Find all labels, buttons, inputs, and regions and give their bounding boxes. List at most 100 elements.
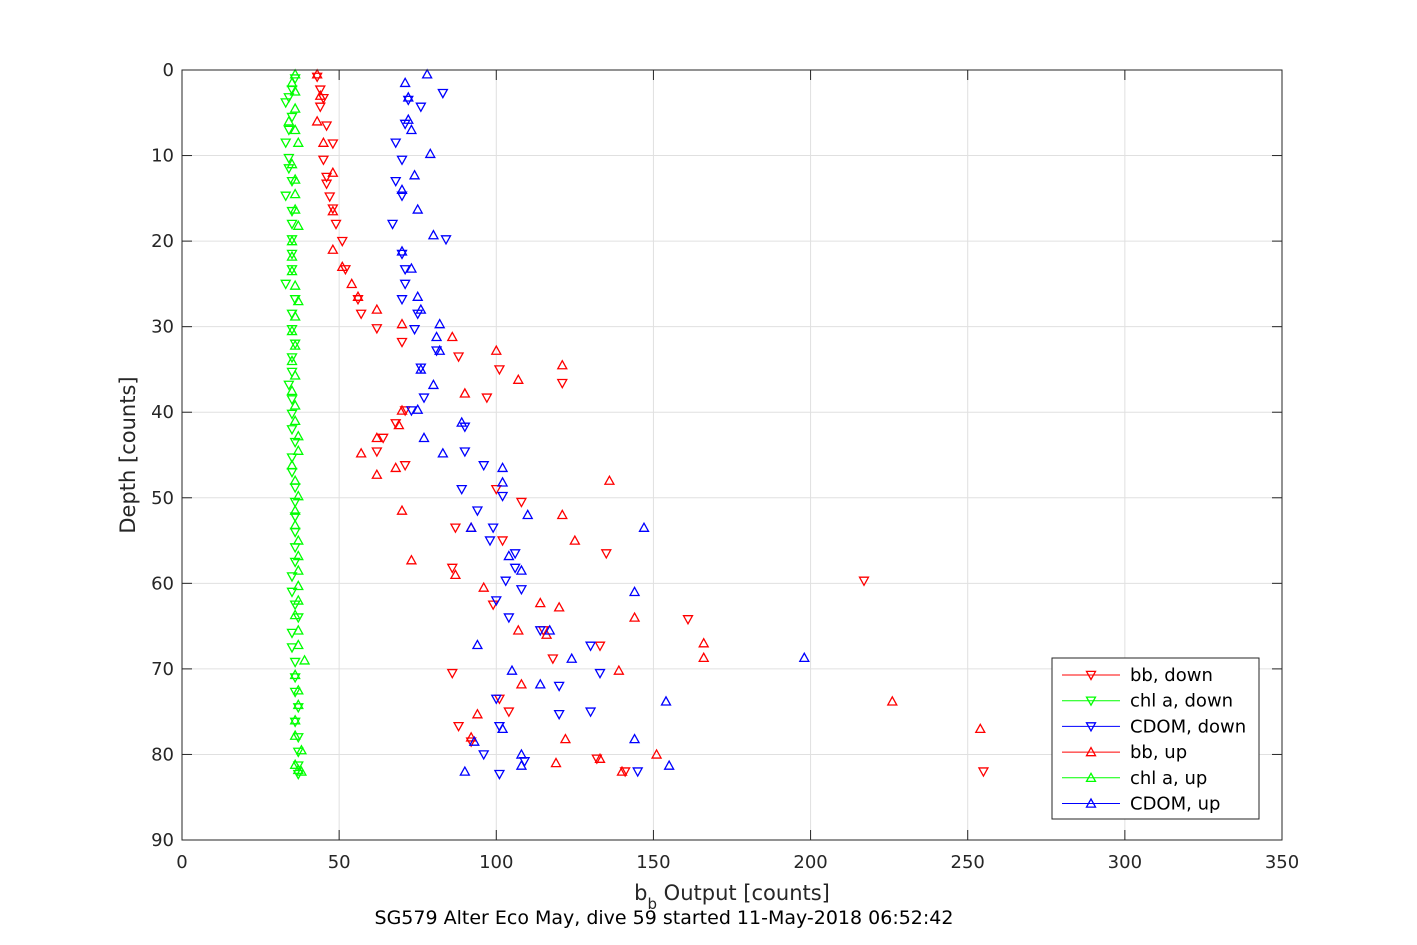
- data-point: [503, 613, 515, 624]
- data-point: [292, 761, 304, 772]
- data-point: [289, 203, 301, 214]
- data-point: [314, 85, 326, 96]
- data-point: [292, 747, 304, 758]
- data-point: [553, 601, 565, 612]
- y-axis-label: Depth [counts]: [116, 376, 140, 533]
- data-point: [289, 414, 301, 426]
- data-point: [465, 731, 477, 742]
- data-point: [396, 245, 408, 256]
- chart-title: SG579 Alter Eco May, dive 59 started 11-…: [375, 907, 954, 929]
- data-point: [515, 564, 528, 575]
- data-point: [663, 759, 675, 770]
- y-tick-label: 40: [151, 402, 174, 423]
- data-point: [286, 265, 298, 276]
- data-point: [280, 191, 292, 202]
- y-tick-label: 10: [151, 146, 174, 167]
- data-point: [327, 166, 339, 177]
- data-point: [286, 355, 298, 366]
- data-point: [496, 491, 509, 502]
- data-point: [698, 637, 710, 648]
- data-point: [283, 115, 295, 126]
- data-point: [412, 203, 424, 214]
- data-point: [798, 651, 810, 663]
- data-point: [289, 85, 301, 96]
- data-point: [484, 536, 496, 547]
- data-point: [534, 597, 546, 608]
- data-point: [553, 709, 565, 721]
- data-point: [289, 504, 301, 515]
- data-point: [591, 754, 603, 765]
- data-point: [566, 652, 578, 663]
- data-point: [421, 68, 433, 79]
- data-point: [371, 324, 383, 335]
- legend-entry: chl a, up: [1062, 768, 1207, 789]
- data-point: [352, 290, 364, 301]
- y-tick-label: 60: [151, 573, 174, 594]
- data-point: [399, 265, 411, 276]
- data-point: [289, 295, 301, 306]
- data-point: [405, 406, 418, 417]
- data-point: [289, 279, 301, 290]
- data-point: [556, 359, 568, 370]
- legend-entry: bb, down: [1062, 665, 1213, 686]
- data-point: [393, 419, 405, 430]
- data-point: [500, 576, 512, 587]
- data-point: [471, 708, 484, 719]
- data-point: [390, 419, 402, 430]
- legend-marker: [1085, 771, 1097, 783]
- data-point: [437, 447, 449, 458]
- data-point: [286, 353, 298, 364]
- data-point: [390, 461, 402, 473]
- data-point: [427, 379, 440, 390]
- data-point: [292, 534, 304, 545]
- data-point: [490, 484, 502, 496]
- data-point: [478, 461, 490, 472]
- data-point: [289, 519, 301, 530]
- data-point: [465, 737, 477, 748]
- data-point: [503, 550, 515, 561]
- data-point: [456, 416, 468, 427]
- series-bb-up: [311, 68, 986, 776]
- legend-label: chl a, down: [1130, 691, 1233, 712]
- legend-marker: [1085, 722, 1097, 733]
- data-point: [437, 88, 449, 99]
- data-point: [286, 250, 298, 261]
- data-point: [886, 695, 898, 706]
- data-point: [974, 722, 986, 734]
- data-point: [327, 205, 339, 216]
- data-point: [452, 352, 465, 363]
- data-point: [289, 399, 301, 410]
- data-point: [569, 534, 581, 545]
- data-point: [336, 236, 348, 247]
- data-point: [289, 102, 301, 113]
- legend-label: CDOM, up: [1130, 794, 1220, 815]
- data-point: [292, 490, 304, 501]
- data-point: [408, 169, 421, 180]
- data-point: [858, 576, 870, 587]
- data-point: [603, 474, 616, 485]
- data-point: [493, 769, 506, 780]
- data-point: [371, 468, 383, 479]
- data-point: [289, 188, 301, 199]
- data-point: [371, 447, 383, 458]
- data-point: [408, 324, 421, 336]
- data-point: [490, 596, 502, 607]
- data-point: [286, 384, 298, 396]
- data-point: [289, 729, 301, 740]
- data-point: [430, 331, 443, 342]
- data-point: [478, 581, 490, 592]
- data-point: [496, 461, 509, 473]
- data-point: [522, 509, 534, 520]
- data-point: [311, 115, 323, 126]
- data-point: [355, 309, 367, 320]
- data-point: [286, 325, 298, 336]
- y-tick-label: 30: [151, 317, 174, 338]
- x-tick-label: 300: [1108, 852, 1142, 873]
- data-point: [487, 523, 499, 534]
- data-point: [327, 204, 339, 215]
- data-point: [440, 235, 452, 246]
- data-point: [286, 453, 298, 464]
- series-bb-down: [311, 72, 990, 778]
- data-point: [292, 430, 304, 441]
- legend: bb, down chl a, down CDOM, down bb, up chl a…: [1051, 657, 1260, 820]
